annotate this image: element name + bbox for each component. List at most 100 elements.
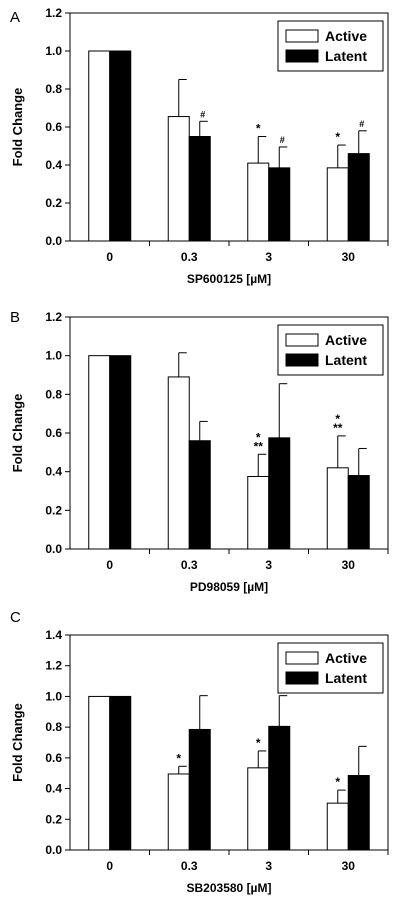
y-tick-label: 1.0 [45,44,62,58]
bar-active-3 [326,802,349,851]
y-tick-label: 0.2 [45,196,62,210]
legend: Active Latent [277,324,384,376]
bar-active-0 [88,355,111,550]
legend-box [277,20,384,72]
y-axis-label: Fold Change [10,394,25,473]
significance-marker: * [335,130,340,144]
legend-swatch-latent [285,49,319,63]
legend-box [277,642,384,694]
bar-active-3 [326,467,349,550]
x-tick-label: 0 [106,250,113,264]
y-tick-label: 0.6 [45,426,62,440]
legend: Active Latent [277,642,384,694]
significance-marker: * [256,736,261,750]
bar-latent-0 [109,50,132,242]
x-axis-label: PD98059 [µM] [190,580,268,594]
bar-latent-3 [347,475,370,550]
chart-svg: A 0.0 0.2 0.4 0.6 0.8 1.0 1.2 Fold Change 0 0.3 #3 *… [10,6,389,286]
x-tick-label: 3 [265,250,272,264]
legend-label-latent: Latent [325,48,367,64]
legend: Active Latent [277,20,384,72]
significance-marker: * ** [333,412,343,435]
legend-swatch-active [285,333,319,347]
y-tick-label: 0.6 [45,120,62,134]
bar-latent-2 [268,437,291,550]
x-tick-label: 0.3 [181,859,198,873]
panel-label: A [10,9,20,26]
x-tick-label: 3 [265,558,272,572]
bar-active-2 [247,476,270,550]
x-axis-label: SB203580 [µM] [187,881,272,895]
significance-marker: # [200,109,205,119]
panel-label: B [10,309,20,326]
y-axis-label: Fold Change [10,703,25,782]
bar-latent-3 [347,775,370,851]
y-tick-label: 0.2 [45,812,62,826]
significance-marker: * [176,751,181,765]
legend-swatch-active [285,29,319,43]
y-tick-label: 0.8 [45,387,62,401]
y-tick-label: 0.4 [45,158,62,172]
x-tick-label: 3 [265,859,272,873]
significance-marker: # [280,135,285,145]
x-tick-label: 0 [106,859,113,873]
bar-latent-1 [188,728,211,851]
legend-box [277,324,384,376]
bar-active-0 [88,50,111,242]
significance-marker: * [335,775,340,789]
y-tick-label: 0.4 [45,465,62,479]
bar-active-0 [88,695,111,851]
bar-latent-0 [109,355,132,550]
bar-latent-1 [188,440,211,550]
x-tick-label: 0.3 [181,250,198,264]
bar-active-1 [167,376,190,550]
bar-latent-1 [188,136,211,242]
legend-swatch-latent [285,353,319,367]
y-tick-label: 0.4 [45,782,62,796]
legend-label-latent: Latent [325,352,367,368]
legend-label-active: Active [325,28,367,44]
y-tick-label: 1.0 [45,349,62,363]
legend-swatch-latent [285,671,319,685]
bar-latent-2 [268,725,291,851]
significance-marker: * [256,122,261,136]
y-tick-label: 0.8 [45,82,62,96]
y-tick-label: 0.6 [45,751,62,765]
chart-panel-c: C 0.0 0.2 0.4 0.6 0.8 1.0 1.2 1.4 Fold Change 0 0.3… [0,600,400,900]
x-axis-label: SP600125 [µM] [187,272,271,286]
legend-swatch-active [285,651,319,665]
bar-active-2 [247,162,270,242]
legend-label-active: Active [325,650,367,666]
y-tick-label: 1.2 [45,310,62,324]
bar-active-1 [167,773,190,851]
x-tick-label: 0.3 [181,558,198,572]
x-tick-label: 0 [106,558,113,572]
bar-active-2 [247,767,270,851]
chart-svg: C 0.0 0.2 0.4 0.6 0.8 1.0 1.2 1.4 Fold Change 0 0.3… [10,609,389,895]
bar-latent-3 [347,153,370,242]
chart-panel-b: B 0.0 0.2 0.4 0.6 0.8 1.0 1.2 Fold Change 0 0.3 3 * *… [0,300,400,600]
panel-label: C [10,609,21,626]
chart-panel-a: A 0.0 0.2 0.4 0.6 0.8 1.0 1.2 Fold Change 0 0.3 #3 *… [0,0,400,300]
significance-marker: # [359,119,364,129]
legend-label-latent: Latent [325,670,367,686]
y-tick-label: 1.0 [45,689,62,703]
bar-latent-0 [109,695,132,851]
y-tick-label: 1.4 [45,628,62,642]
bar-active-3 [326,167,349,242]
y-tick-label: 0.0 [45,843,62,857]
y-tick-label: 1.2 [45,6,62,20]
bar-latent-2 [268,167,291,242]
y-tick-label: 1.2 [45,659,62,673]
y-axis-label: Fold Change [10,88,25,167]
y-tick-label: 0.0 [45,542,62,556]
chart-svg: B 0.0 0.2 0.4 0.6 0.8 1.0 1.2 Fold Change 0 0.3 3 * *… [10,309,389,594]
x-tick-label: 30 [342,250,356,264]
legend-label-active: Active [325,332,367,348]
x-tick-label: 30 [342,859,356,873]
bar-active-1 [167,116,190,242]
y-tick-label: 0.8 [45,720,62,734]
y-tick-label: 0.0 [45,234,62,248]
x-tick-label: 30 [342,558,356,572]
significance-marker: * ** [254,430,264,453]
